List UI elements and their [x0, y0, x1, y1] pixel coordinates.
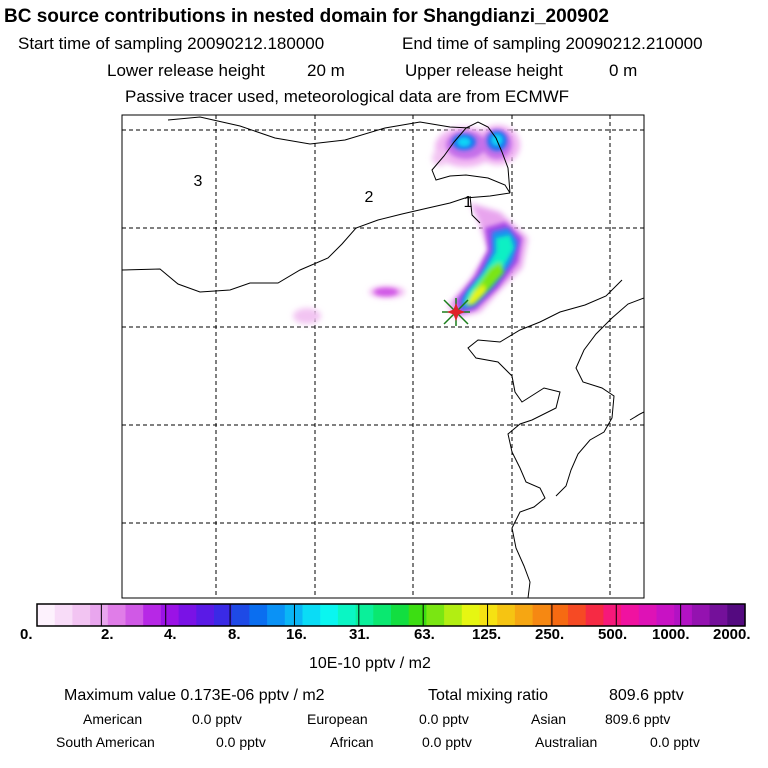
region-value-european: 0.0 pptv — [419, 711, 469, 727]
region-label-2: 2 — [365, 189, 374, 206]
grid-lines — [122, 115, 644, 598]
colorbar-tick-label: 1000. — [652, 626, 690, 643]
maximum-value-label: Maximum value 0.173E-06 pptv / m2 — [64, 687, 325, 704]
colorbar-tick-label: 31. — [349, 626, 370, 643]
map-frame — [121, 114, 645, 599]
colorbar-unit-label: 10E-10 pptv / m2 — [309, 655, 431, 672]
colorbar-tick-label: 2000. — [713, 626, 751, 643]
lower-release-label: Lower release height — [107, 61, 265, 80]
colorbar-tick-label: 63. — [414, 626, 435, 643]
map-background — [122, 115, 644, 598]
peninsula-coast — [555, 297, 644, 497]
eastern-province-border — [431, 121, 511, 194]
island-coast — [629, 411, 644, 421]
colorbar-tick-label: 4. — [164, 626, 177, 643]
colorbar-tick-label: 16. — [286, 626, 307, 643]
region-label-3: 3 — [194, 173, 203, 190]
coastline-east — [467, 279, 623, 598]
colorbar-tick-label: 125. — [472, 626, 502, 643]
northern-border — [167, 116, 471, 145]
region-name-american: American — [83, 711, 143, 727]
total-mixing-ratio-value: 809.6 pptv — [609, 687, 684, 704]
colorbar-tick-label: 0. — [20, 626, 33, 643]
region-label-1: 1 — [464, 194, 473, 211]
tracer-info-line: Passive tracer used, meteorological data… — [125, 87, 570, 106]
colorbar-tick-label: 2. — [101, 626, 114, 643]
map-title: BC source contributions in nested domain… — [4, 6, 609, 27]
upper-release-value: 0 m — [609, 61, 638, 80]
region-value-african: 0.0 pptv — [422, 734, 472, 750]
region-name-australian: Australian — [535, 734, 598, 750]
region-value-asian: 809.6 pptv — [605, 711, 671, 727]
concentration-plume — [293, 125, 528, 324]
region-name-african: African — [330, 734, 374, 750]
colorbar-tick-label: 8. — [228, 626, 241, 643]
map-panel: 3 2 1 — [121, 114, 645, 599]
receptor-marker — [442, 298, 470, 326]
region-value-australian: 0.0 pptv — [650, 734, 700, 750]
region-name-asian: Asian — [531, 711, 567, 727]
colorbar-tick-label: 250. — [535, 626, 565, 643]
colorbar-tick-label: 500. — [598, 626, 628, 643]
lower-release-value: 20 m — [307, 61, 345, 80]
region-name-european: European — [307, 711, 368, 727]
region-value-south-american: 0.0 pptv — [216, 734, 266, 750]
inner-border — [469, 195, 481, 224]
start-time-label: Start time of sampling 20090212.180000 — [18, 34, 325, 53]
region-name-south-american: South American — [56, 734, 155, 750]
map-content: 3 2 1 — [122, 115, 644, 598]
end-time-label: End time of sampling 20090212.210000 — [402, 34, 703, 53]
total-mixing-ratio-label: Total mixing ratio — [428, 687, 549, 704]
region-value-american: 0.0 pptv — [192, 711, 242, 727]
southern-border — [122, 192, 511, 293]
upper-release-label: Upper release height — [405, 61, 563, 80]
coastlines — [122, 116, 644, 598]
